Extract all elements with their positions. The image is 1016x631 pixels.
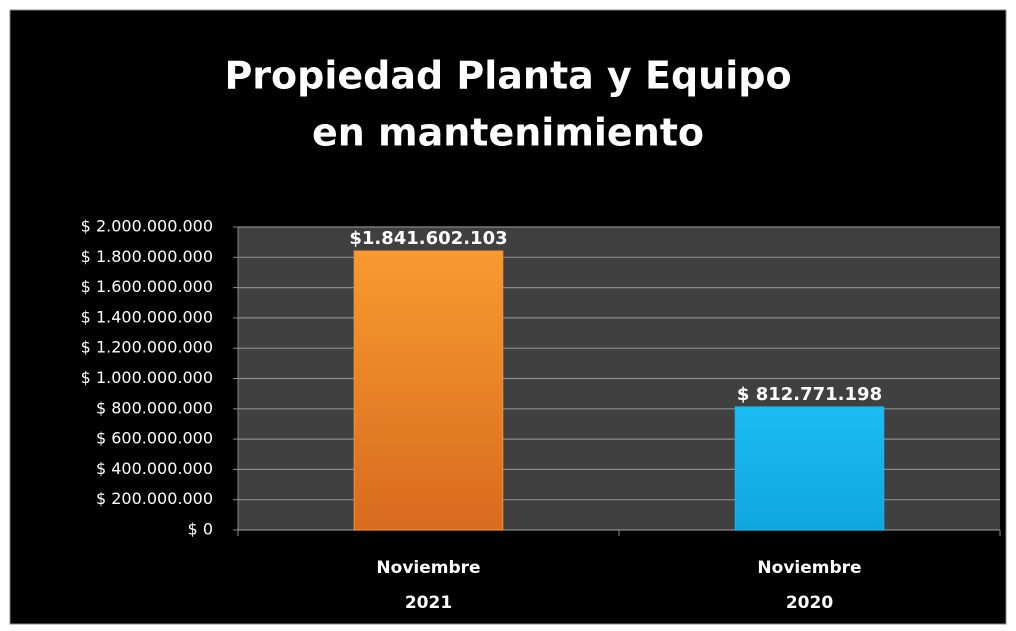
y-tick-label: $ 1.400.000.000 (81, 307, 213, 326)
y-tick-label: $ 200.000.000 (96, 489, 213, 508)
y-tick-label: $ 600.000.000 (96, 429, 213, 448)
value-label: $1.841.602.103 (349, 228, 507, 249)
y-tick-label: $ 1.200.000.000 (81, 338, 213, 357)
y-tick-label: $ 2.000.000.000 (81, 217, 213, 236)
y-tick-label: $ 1.800.000.000 (81, 247, 213, 266)
y-tick-label: $ 0 (188, 520, 213, 539)
x-tick-label: Noviembre 2020 (757, 558, 861, 613)
chart-title: en mantenimiento (312, 111, 704, 155)
value-label: $ 812.771.198 (737, 384, 882, 405)
chart-title: Propiedad Planta y Equipo (224, 54, 791, 98)
y-tick-label: $ 400.000.000 (96, 459, 213, 478)
bar (734, 406, 885, 531)
bar (353, 250, 504, 531)
y-tick-label: $ 1.600.000.000 (81, 277, 213, 296)
x-tick-label: Noviembre 2021 (376, 558, 480, 613)
y-tick-label: $ 800.000.000 (96, 398, 213, 417)
y-tick-label: $ 1.000.000.000 (81, 368, 213, 387)
